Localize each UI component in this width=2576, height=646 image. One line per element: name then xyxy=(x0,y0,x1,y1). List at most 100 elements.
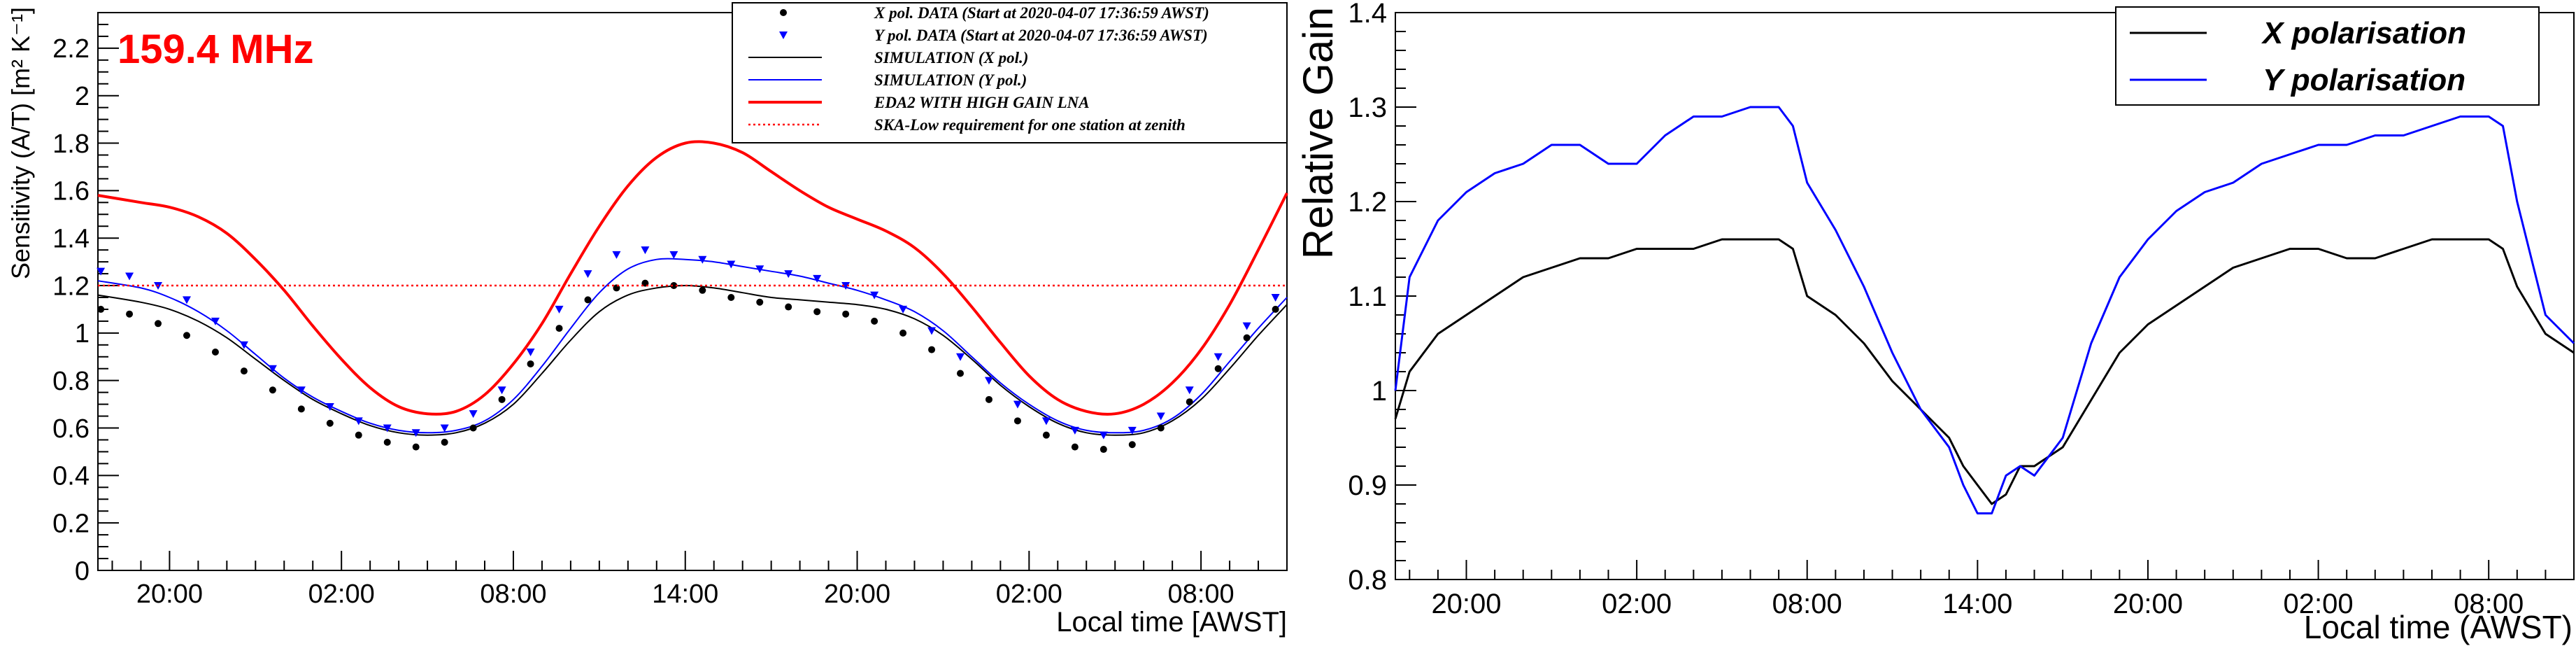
y-pol-data-point xyxy=(841,282,851,290)
y-pol-data-point xyxy=(927,327,937,335)
x-tick-label: 20:00 xyxy=(1431,589,1501,619)
y-tick-label: 1.4 xyxy=(52,224,90,253)
right-plot-relative-gain: 20:00 02:00 08:00 14:00 20:00 02:00 08:00 0.8 0.… xyxy=(1295,0,2575,645)
x-tick-label: 02:00 xyxy=(308,580,375,609)
x-pol-data-point xyxy=(1100,446,1107,454)
x-pol-data-point xyxy=(1186,398,1193,406)
right-plot-legend: X polarisation Y polarisation xyxy=(2115,6,2540,106)
x-tick-label: 08:00 xyxy=(480,580,546,609)
left-plot-tick-labels: 20:00 02:00 08:00 14:00 20:00 02:00 08:00 0 0.2 0… xyxy=(52,34,1234,609)
y-pol-data-point xyxy=(354,417,363,426)
y-tick-label: 0.6 xyxy=(52,414,90,444)
left-legend-box xyxy=(732,2,1288,143)
x-pol-data-point xyxy=(813,308,821,316)
y-pol-data-point xyxy=(984,377,993,385)
y-tick-label: 0.8 xyxy=(52,367,90,396)
y-pol-data-point xyxy=(1271,293,1280,302)
y-pol-data-point xyxy=(268,365,277,373)
x-tick-label: 08:00 xyxy=(1772,589,1842,619)
x-pol-data-point xyxy=(871,317,878,325)
x-tick-label: 20:00 xyxy=(2113,589,2183,619)
y-pol-data-point xyxy=(1242,322,1251,330)
left-plot-sensitivity: 20:00 02:00 08:00 14:00 20:00 02:00 08:00 0 0.2 0… xyxy=(6,2,1288,638)
frequency-annotation: 159.4 MHz xyxy=(118,27,313,72)
y-tick-label: 1.8 xyxy=(52,129,90,159)
x-pol-data-point xyxy=(155,320,162,328)
legend-entry-label: Y pol. DATA (Start at 2020-04-07 17:36:5… xyxy=(874,27,1208,44)
x-tick-label: 02:00 xyxy=(2284,589,2354,619)
x-pol-data-point xyxy=(469,424,477,432)
y-tick-label: 1.6 xyxy=(52,177,90,206)
x-pol-data-point xyxy=(1157,424,1165,432)
y-tick-label: 0.4 xyxy=(52,462,90,491)
x-pol-data-point xyxy=(957,370,965,377)
right-y-axis-label: Relative Gain xyxy=(1295,7,1342,259)
y-tick-label: 0.2 xyxy=(52,509,90,538)
series-y-pol-data xyxy=(97,246,1280,440)
x-pol-data-point xyxy=(1272,305,1279,313)
x-pol-data-point xyxy=(584,296,592,304)
legend-entry-label: SIMULATION (X pol.) xyxy=(874,49,1028,66)
y-pol-data-point xyxy=(1041,417,1051,426)
x-pol-data-point xyxy=(355,431,362,439)
x-pol-data-point xyxy=(211,348,219,356)
x-pol-data-point xyxy=(126,310,134,318)
series-simulation-x-pol- xyxy=(97,284,1288,436)
y-tick-label: 1.4 xyxy=(1348,0,1387,29)
y-pol-data-point xyxy=(411,429,420,437)
x-pol-data-point xyxy=(727,293,735,301)
y-pol-data-point xyxy=(899,305,908,314)
right-legend-box xyxy=(2115,6,2540,106)
left-x-axis-label: Local time [AWST] xyxy=(1056,607,1287,638)
series-eda2-with-high-gain-lna xyxy=(97,140,1288,416)
x-tick-label: 20:00 xyxy=(824,580,890,609)
x-pol-data-point xyxy=(1243,334,1251,342)
x-pol-data-point xyxy=(240,367,248,375)
x-tick-label: 14:00 xyxy=(652,580,718,609)
legend-symbol xyxy=(780,9,787,16)
y-tick-label: 1.1 xyxy=(1348,281,1387,312)
y-tick-label: 1.2 xyxy=(1348,187,1387,218)
left-plot-ticks xyxy=(98,12,1288,571)
x-pol-data-point xyxy=(498,395,506,403)
y-pol-data-point xyxy=(583,270,592,279)
right-plot-series xyxy=(1394,106,2575,514)
y-pol-data-point xyxy=(1185,386,1194,395)
x-pol-data-point xyxy=(297,405,305,413)
y-tick-label: 0 xyxy=(75,556,90,586)
x-pol-data-point xyxy=(785,303,792,311)
right-plot-ticks xyxy=(1395,12,2575,580)
x-pol-data-point xyxy=(269,386,276,394)
y-tick-label: 1.2 xyxy=(52,272,90,301)
x-pol-data-point xyxy=(527,360,534,367)
x-tick-label: 20:00 xyxy=(136,580,203,609)
legend-entry-label: X pol. DATA (Start at 2020-04-07 17:36:5… xyxy=(874,4,1209,22)
y-pol-data-point xyxy=(211,317,220,325)
legend-entry-label: X polarisation xyxy=(2261,16,2466,50)
series-y-polarisation xyxy=(1394,106,2575,514)
y-pol-data-point xyxy=(784,270,793,279)
x-tick-label: 08:00 xyxy=(1168,580,1234,609)
y-pol-data-point xyxy=(1099,431,1108,440)
y-pol-data-point xyxy=(325,402,334,411)
x-pol-data-point xyxy=(1128,441,1136,449)
x-pol-data-point xyxy=(1042,431,1050,439)
x-tick-label: 08:00 xyxy=(2454,589,2524,619)
y-pol-data-point xyxy=(813,274,822,283)
x-pol-data-point xyxy=(842,310,850,318)
x-pol-data-point xyxy=(899,329,907,337)
y-tick-label: 1 xyxy=(75,319,90,349)
x-pol-data-point xyxy=(1214,365,1222,372)
right-x-axis-label: Local time (AWST) xyxy=(2304,609,2573,645)
y-pol-data-point xyxy=(526,348,535,356)
y-pol-data-point xyxy=(641,246,650,255)
y-pol-data-point xyxy=(698,255,707,264)
y-pol-data-point xyxy=(727,260,736,269)
y-pol-data-point xyxy=(1127,426,1137,435)
left-plot-frame xyxy=(97,12,1288,571)
y-pol-data-point xyxy=(1013,400,1022,409)
x-pol-data-point xyxy=(756,298,764,306)
left-plot-series xyxy=(97,140,1288,454)
legend-symbol xyxy=(779,31,788,39)
x-pol-data-point xyxy=(383,438,391,446)
